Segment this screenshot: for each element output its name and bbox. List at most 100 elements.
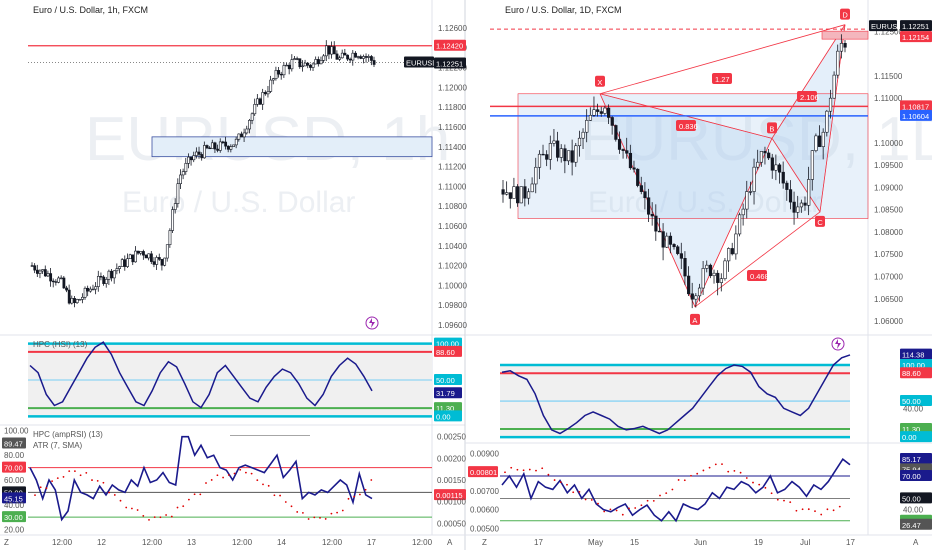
left-candle (89, 286, 92, 293)
left-atr-dot (113, 494, 116, 496)
left-candle (258, 97, 262, 106)
left-hsi-tag: 88.60 (436, 348, 455, 357)
left-candle (256, 94, 259, 107)
right-atr-tag: 0.00801 (470, 468, 497, 477)
right-ratio-bg (676, 120, 696, 131)
left-candle (67, 284, 71, 305)
right-candle (657, 218, 662, 233)
left-candle (168, 228, 172, 248)
left-candle (301, 60, 304, 72)
left-price-tick: 1.11400 (438, 143, 467, 152)
right-point-d: D (842, 11, 848, 20)
left-candle (271, 77, 275, 85)
left-candle (327, 45, 331, 60)
right-price-tick: 1.07000 (874, 273, 903, 282)
right-atr-dot (671, 488, 674, 491)
left-atr-dot (68, 470, 71, 473)
left-hsi-line (29, 341, 373, 409)
right-candle (803, 196, 807, 211)
left-candle (197, 146, 201, 159)
left-candle (324, 40, 328, 62)
left-candle (46, 270, 50, 278)
right-candle (516, 184, 520, 207)
left-atr-dot (239, 468, 242, 471)
left-candle (128, 253, 132, 260)
left-time-tick: 12 (97, 538, 106, 547)
left-candle (155, 255, 159, 270)
left-candle (43, 265, 47, 277)
right-atr-dot (541, 467, 544, 470)
right-candle (825, 109, 829, 137)
right-hsi-tag: 100.00 (902, 361, 925, 370)
right-atr-dot (609, 508, 612, 511)
right-candle (581, 128, 585, 150)
left-candle (311, 62, 315, 71)
right-ampr-tag-bg (900, 470, 932, 481)
right-candle (712, 269, 716, 284)
left-candle (240, 131, 243, 138)
right-candle (792, 191, 796, 225)
left-atr-dot (85, 471, 88, 474)
right-harmonic-leg (771, 24, 846, 139)
left-atr-dot (341, 509, 344, 512)
left-tag-symbol: EURUSD (406, 58, 438, 67)
left-ampr-line (29, 435, 373, 522)
left-candle (51, 278, 55, 288)
left-candle (73, 295, 76, 308)
right-atr-tick: 0.00600 (470, 506, 499, 515)
left-price-tick: 1.10000 (438, 281, 467, 290)
right-time-tick: 19 (754, 538, 763, 547)
right-atr-dot (789, 501, 792, 504)
left-candle (330, 41, 334, 59)
left-candle (264, 90, 267, 96)
left-ampr-tick-tag-bg (2, 437, 26, 449)
right-atr-dot (535, 469, 537, 472)
left-atr-dot (370, 479, 373, 481)
right-hsi-line (501, 354, 851, 435)
left-atr-dot (205, 482, 207, 484)
left-candle (57, 276, 61, 284)
left-candle (346, 54, 349, 61)
right-hsi-tag: 11.30 (902, 425, 920, 434)
left-candle (41, 269, 45, 274)
right-candle (807, 166, 811, 216)
left-atr-dot (307, 518, 310, 520)
right-atr-dot (764, 486, 767, 489)
left-time-tick: 13 (187, 538, 196, 547)
right-candle (632, 160, 636, 173)
left-candle (319, 56, 323, 65)
left-candle (94, 282, 98, 295)
left-tag-last-bg (434, 57, 466, 69)
left-candle (309, 63, 312, 71)
left-candle (205, 144, 209, 150)
right-candle (839, 34, 844, 59)
left-hsi-label: HPC (HSI) (13) (33, 340, 88, 349)
right-time-tick: 17 (846, 538, 855, 547)
left-atr-dot (119, 499, 122, 502)
right-candle (690, 282, 694, 309)
right-atr-dot (621, 513, 624, 516)
left-candle (322, 54, 326, 63)
right-candle (541, 144, 545, 156)
right-atr-dot (566, 483, 568, 486)
right-atr-dot (733, 469, 736, 472)
left-candle (298, 58, 302, 69)
left-candle (102, 275, 106, 286)
left-atr-dot (319, 516, 321, 519)
left-candle (160, 258, 164, 271)
right-atr-dot (578, 490, 581, 493)
right-candle (687, 266, 691, 296)
right-candle (650, 202, 654, 226)
left-atr-tick: 0.00150 (437, 476, 466, 485)
left-atr-dot (176, 506, 179, 509)
right-candle (701, 261, 705, 295)
left-atr-dot (170, 515, 173, 518)
left-candle (96, 270, 100, 292)
right-candle (665, 232, 669, 248)
right-atr-dot (752, 481, 754, 484)
left-candle (104, 277, 108, 288)
left-atr-dot (108, 491, 110, 494)
left-candle (179, 169, 182, 189)
right-tag-last: 1.12251 (902, 22, 929, 31)
right-candle (661, 223, 665, 261)
